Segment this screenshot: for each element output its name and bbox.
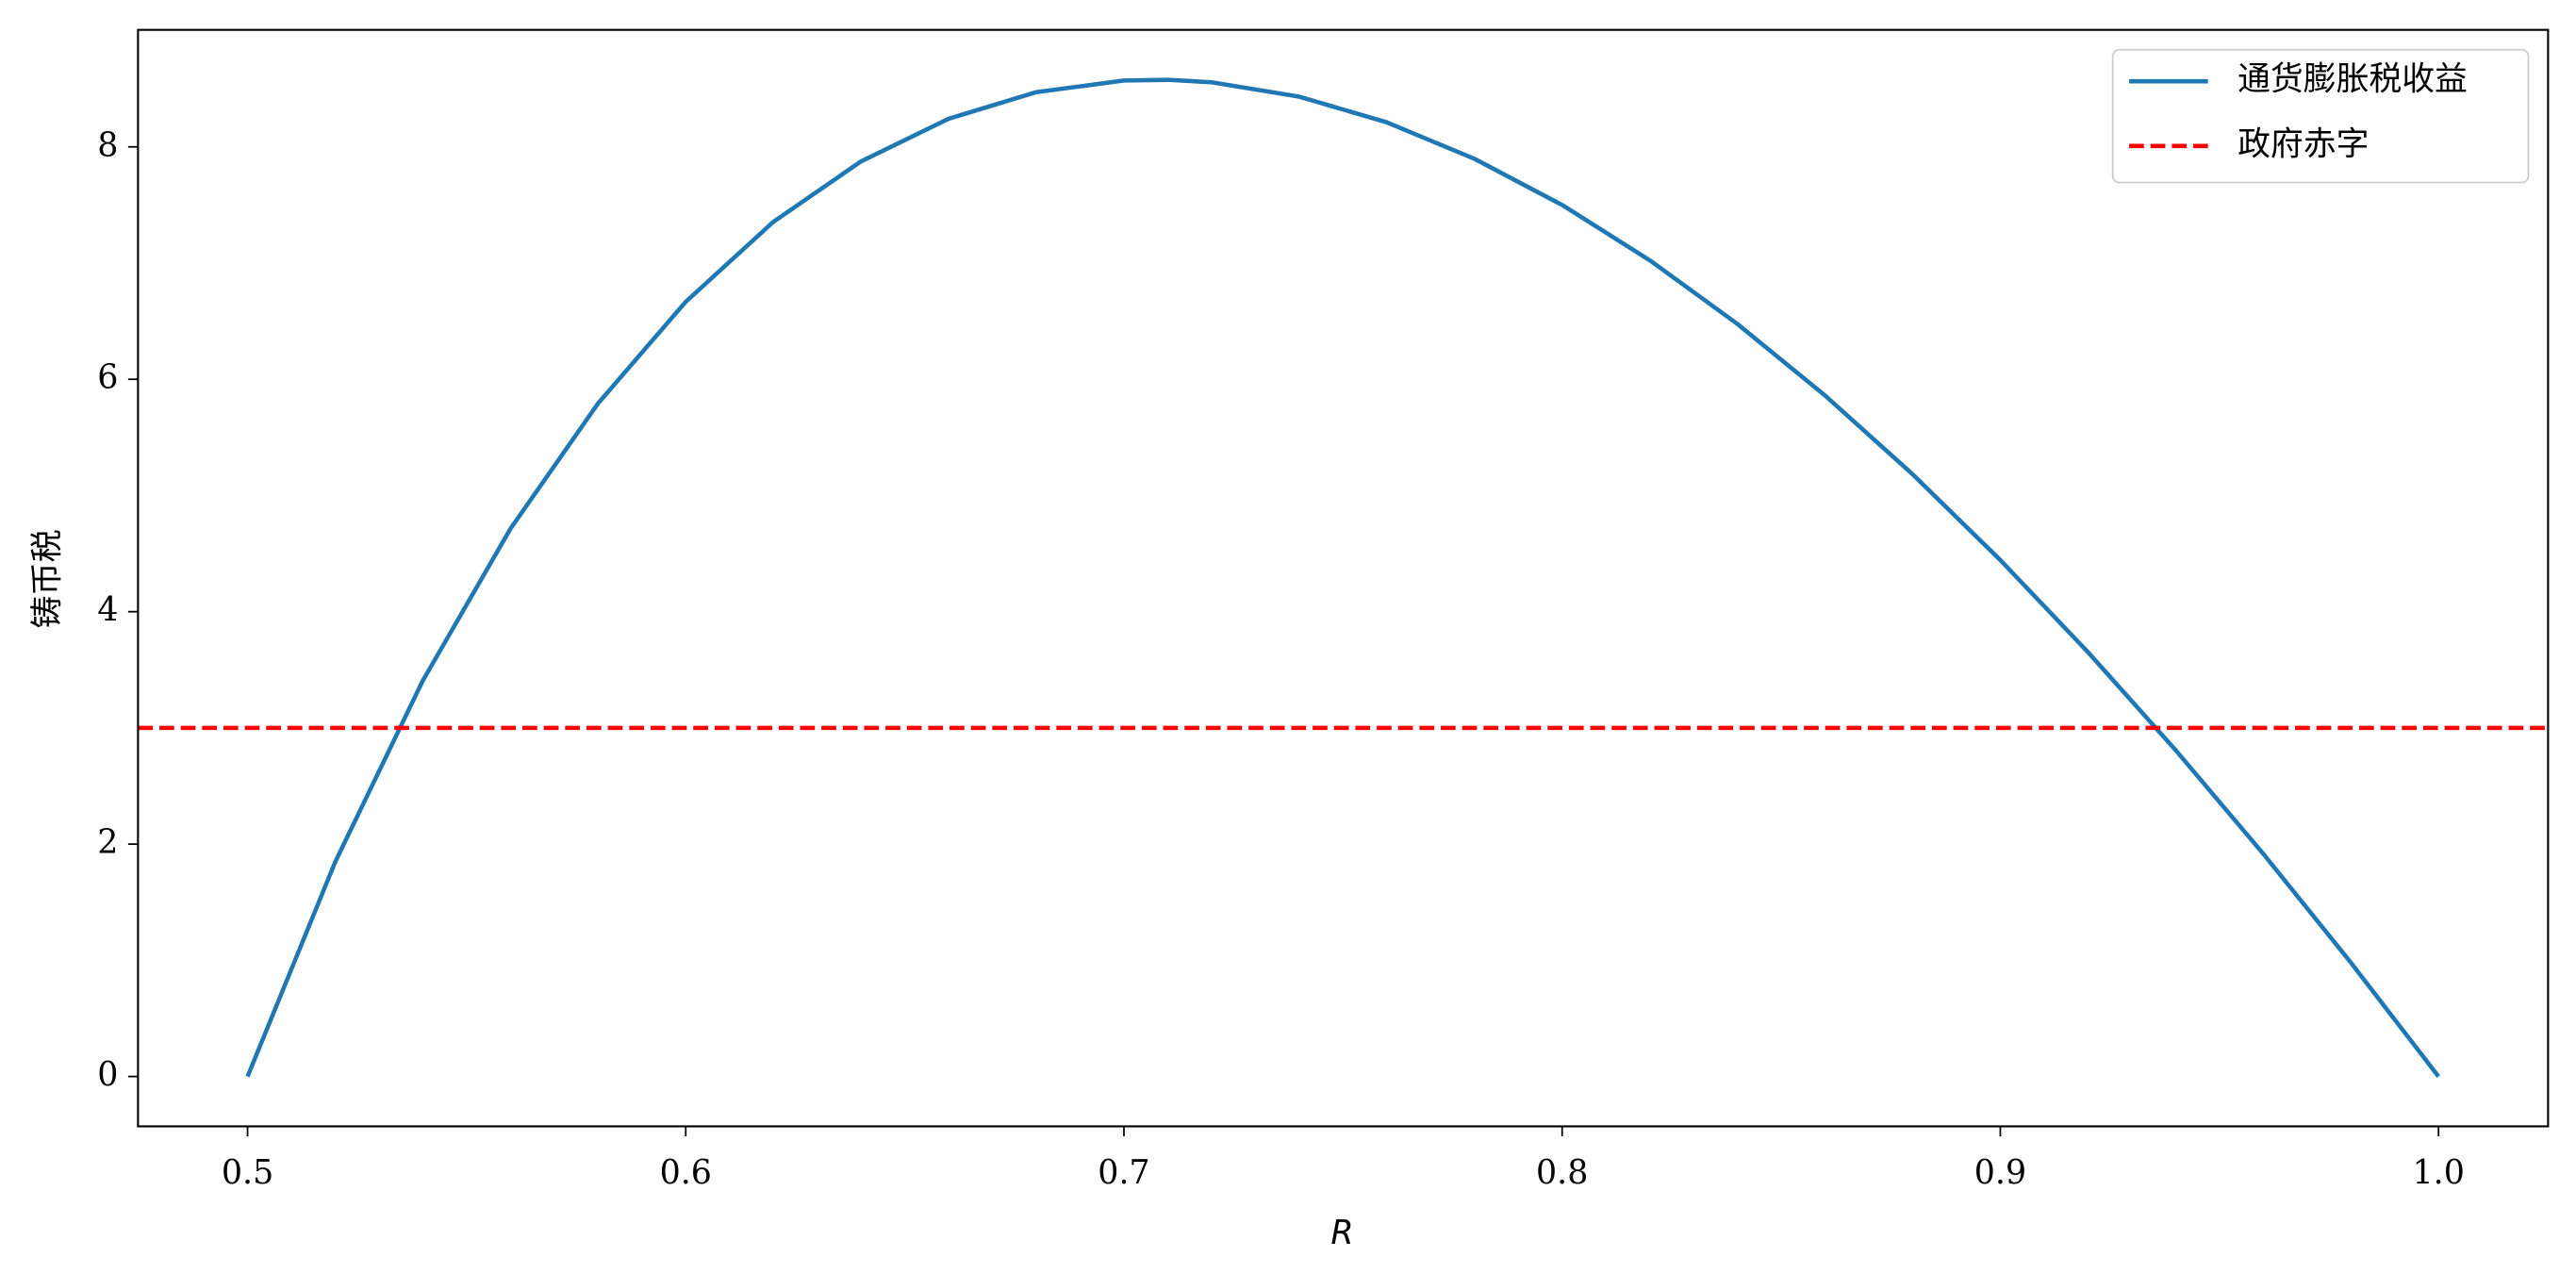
y-tick-label: 8 xyxy=(97,126,118,164)
legend-box xyxy=(2111,48,2530,184)
x-tick-label: 0.9 xyxy=(1974,1154,2026,1192)
legend-label: 通货膨胀税收益 xyxy=(2237,61,2468,99)
x-tick-label: 1.0 xyxy=(2412,1154,2464,1192)
legend-label: 政府赤字 xyxy=(2237,125,2369,163)
y-tick-label: 6 xyxy=(97,359,118,397)
y-tick-label: 0 xyxy=(97,1056,118,1094)
x-tick-label: 0.5 xyxy=(222,1154,273,1192)
y-axis-label: 铸币税 xyxy=(29,529,67,629)
plot-frame xyxy=(137,28,2550,1128)
x-tick-label: 0.6 xyxy=(660,1154,712,1192)
y-tick-label: 2 xyxy=(97,824,118,862)
line-series xyxy=(245,77,2440,1078)
x-axis-label: R xyxy=(1330,1215,1353,1252)
y-tick-label: 4 xyxy=(97,591,118,629)
x-tick-label: 0.8 xyxy=(1536,1154,1588,1192)
x-tick-label: 0.7 xyxy=(1098,1154,1149,1192)
